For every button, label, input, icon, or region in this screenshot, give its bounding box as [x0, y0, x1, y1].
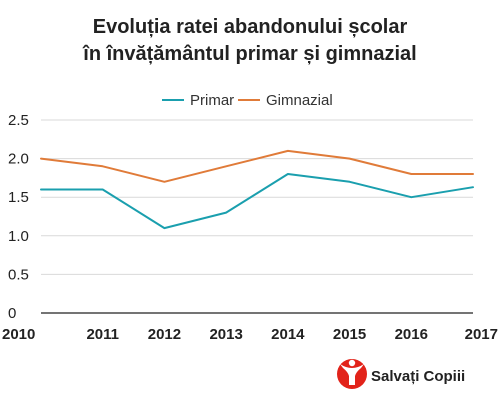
chart-title-line-1: Evoluția ratei abandonului școlar: [93, 16, 408, 38]
x-tick-label: 2014: [271, 326, 305, 343]
x-tick-label: 2010: [2, 326, 35, 343]
salvati-copiii-emblem-icon: [337, 359, 367, 389]
x-tick-label: 2017: [465, 326, 498, 343]
series-lines: [40, 149, 474, 230]
logo-text: Salvați Copiii: [371, 368, 465, 385]
x-tick-label: 2013: [209, 326, 242, 343]
legend-label-gimnazial: Gimnazial: [266, 92, 333, 109]
x-tick-label: 2011: [86, 326, 119, 343]
x-tick-label: 2012: [148, 326, 181, 343]
y-tick-label: 1.5: [8, 189, 29, 206]
y-tick-label: 1.0: [8, 228, 29, 245]
chart-title-line-2: în învățământul primar și gimnazial: [82, 43, 416, 65]
salvati-copiii-logo: Salvați Copiii: [337, 359, 465, 389]
series-line-primar: [40, 173, 474, 230]
y-tick-label: 0.5: [8, 266, 29, 283]
y-axis-ticks: 0 0.5 1.0 1.5 2.0 2.5: [8, 112, 29, 322]
y-tick-label: 0: [8, 305, 16, 322]
y-tick-label: 2.0: [8, 151, 29, 168]
x-tick-label: 2015: [333, 326, 366, 343]
x-tick-label: 2016: [395, 326, 428, 343]
legend-label-primar: Primar: [190, 92, 234, 109]
series-line-gimnazial: [40, 149, 474, 183]
legend: Primar Gimnazial: [162, 92, 333, 109]
y-tick-label: 2.5: [8, 112, 29, 129]
x-axis-ticks: 2010 2011 2012 2013 2014 2015 2016 2017: [2, 326, 498, 343]
